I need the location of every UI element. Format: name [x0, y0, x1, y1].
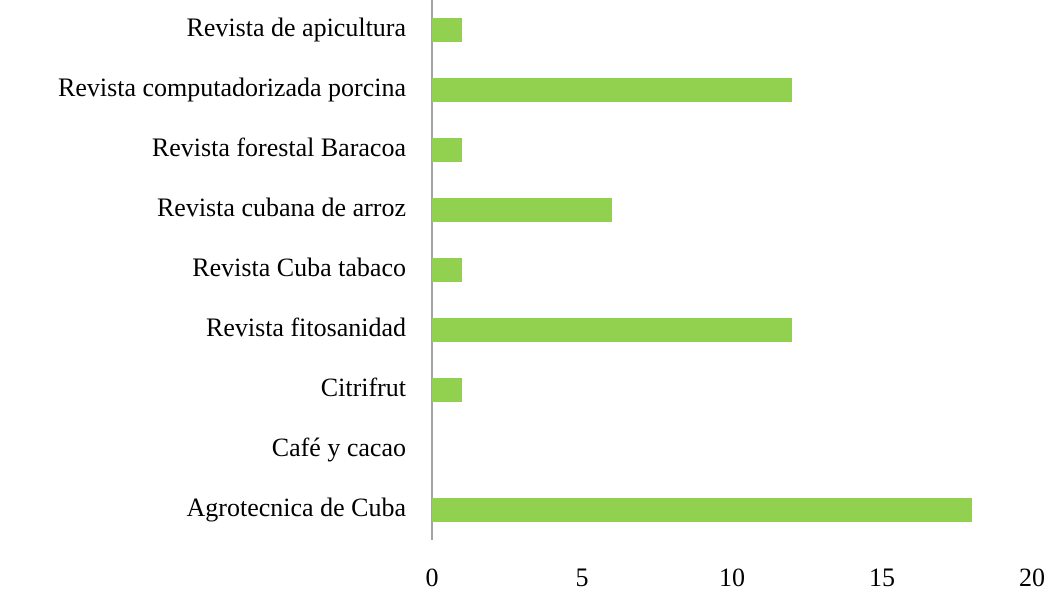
bar	[432, 198, 612, 222]
y-tick-label: Revista Cuba tabaco	[192, 253, 406, 282]
x-tick-label: 10	[719, 563, 745, 591]
y-tick-label: Revista de apicultura	[187, 13, 407, 42]
y-tick-label: Agrotecnica de Cuba	[187, 493, 407, 522]
bar	[432, 498, 972, 522]
bar	[432, 378, 462, 402]
y-tick-label: Revista cubana de arroz	[157, 193, 406, 222]
y-tick-label: Café y cacao	[272, 433, 406, 462]
bar	[432, 18, 462, 42]
x-tick-label: 15	[869, 563, 895, 591]
x-tick-label: 0	[426, 563, 439, 591]
bar	[432, 138, 462, 162]
y-tick-label: Revista computadorizada porcina	[58, 73, 406, 102]
y-tick-label: Revista forestal Baracoa	[152, 133, 407, 162]
y-tick-label: Citrifrut	[321, 373, 407, 402]
x-tick-label: 20	[1019, 563, 1045, 591]
bar	[432, 258, 462, 282]
y-tick-label: Revista fitosanidad	[206, 313, 406, 342]
bar	[432, 78, 792, 102]
bar	[432, 318, 792, 342]
x-tick-label: 5	[576, 563, 589, 591]
